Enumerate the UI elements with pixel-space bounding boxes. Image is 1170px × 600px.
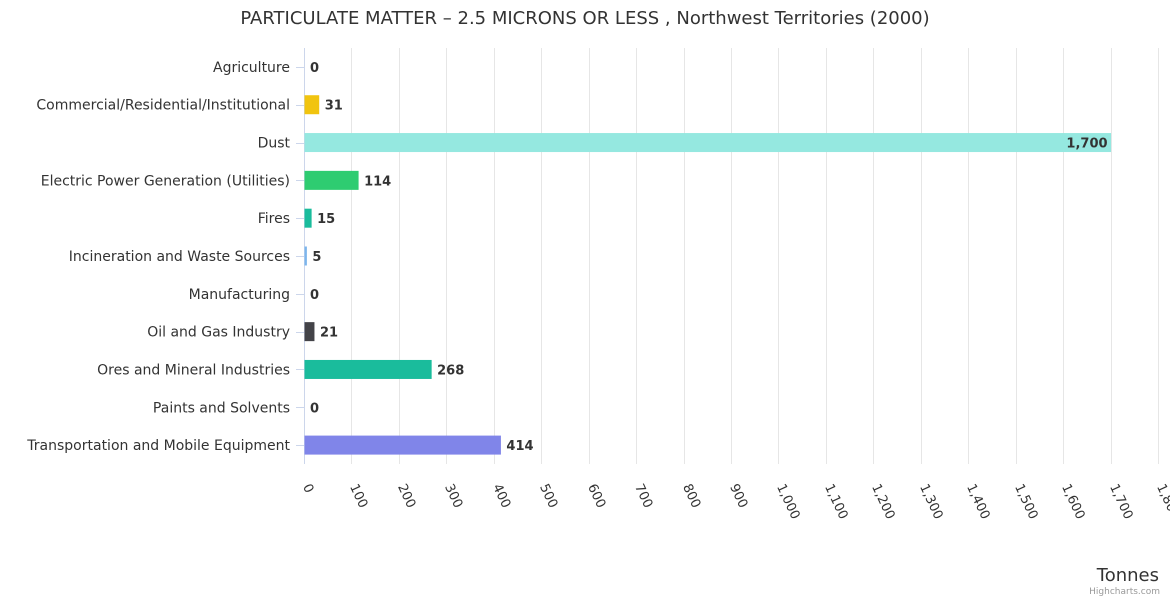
- x-tick-label: 1,700: [1106, 482, 1135, 522]
- data-label: 268: [437, 363, 464, 378]
- bar: [304, 170, 359, 190]
- credits-link[interactable]: Highcharts.com: [1089, 587, 1160, 597]
- x-tick-label: 1,400: [963, 482, 992, 522]
- data-label: 1,700: [1066, 137, 1107, 152]
- x-tick-label: 200: [394, 482, 418, 511]
- x-tick-label: 700: [631, 482, 655, 511]
- x-tick-label: 1,300: [916, 482, 945, 522]
- category-label: Electric Power Generation (Utilities): [41, 173, 290, 189]
- bar: [304, 359, 432, 379]
- x-tick-label: 1,800: [1153, 482, 1170, 522]
- x-tick-label: 0: [299, 482, 316, 496]
- data-label: 5: [312, 250, 321, 265]
- bar: [304, 246, 307, 266]
- x-tick-label: 100: [346, 482, 370, 511]
- x-tick-label: 1,600: [1058, 482, 1087, 522]
- category-label: Transportation and Mobile Equipment: [26, 438, 290, 454]
- bar: [304, 322, 315, 342]
- bar: [304, 133, 1112, 153]
- data-label: 15: [317, 212, 335, 227]
- category-label: Oil and Gas Industry: [147, 325, 290, 341]
- grid-layer: [296, 48, 1159, 464]
- bar: [304, 435, 501, 455]
- category-label: Ores and Mineral Industries: [97, 362, 290, 378]
- x-tick-label: 600: [584, 482, 608, 511]
- data-label: 21: [320, 326, 338, 341]
- label-layer: Agriculture 0 Commercial/Residential/Insti…: [26, 60, 1107, 454]
- data-label: 0: [310, 61, 319, 76]
- x-tick-label: 400: [489, 482, 513, 511]
- category-label: Commercial/Residential/Institutional: [36, 98, 290, 114]
- chart-title: PARTICULATE MATTER – 2.5 MICRONS OR LESS…: [240, 8, 929, 29]
- x-tick-label: 300: [441, 482, 465, 511]
- x-tick-label: 500: [536, 482, 560, 511]
- data-label: 0: [310, 288, 319, 303]
- x-tick-label: 1,200: [868, 482, 897, 522]
- data-label: 0: [310, 401, 319, 416]
- category-label: Dust: [258, 136, 291, 152]
- category-label: Agriculture: [213, 60, 290, 76]
- bar: [304, 208, 312, 228]
- category-label: Paints and Solvents: [153, 400, 290, 416]
- category-label: Incineration and Waste Sources: [69, 249, 290, 265]
- data-label: 114: [364, 174, 391, 189]
- x-axis-title: Tonnes: [1096, 565, 1159, 586]
- x-tick-label: 1,100: [821, 482, 850, 522]
- x-tick-label: 1,000: [773, 482, 802, 522]
- bar-layer: [304, 95, 1112, 455]
- x-tick-label: 1,500: [1011, 482, 1040, 522]
- bar: [304, 95, 320, 115]
- category-label: Manufacturing: [189, 287, 290, 303]
- x-tick-label: 900: [726, 482, 750, 511]
- category-label: Fires: [258, 211, 290, 227]
- x-tick-label: 800: [679, 482, 703, 511]
- data-label: 31: [325, 99, 343, 114]
- data-label: 414: [506, 439, 533, 454]
- tick-layer: 0 100 200 300 400 500 600 700 800 900 1,000 1,100 1,…: [299, 482, 1170, 522]
